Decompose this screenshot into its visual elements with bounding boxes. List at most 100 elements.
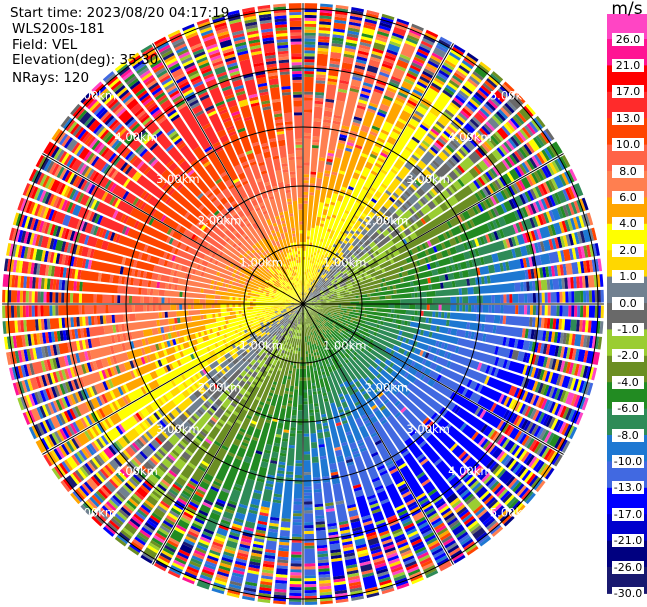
- gate: [25, 394, 33, 408]
- gate: [41, 374, 48, 387]
- gate: [345, 41, 357, 47]
- gate: [352, 483, 362, 489]
- gate: [239, 427, 246, 434]
- gate: [363, 272, 368, 277]
- gate: [497, 346, 511, 358]
- gate: [258, 352, 267, 362]
- gate: [347, 506, 357, 512]
- gate: [317, 272, 321, 276]
- gate: [347, 464, 361, 487]
- gate: [364, 18, 378, 25]
- gate: [389, 560, 402, 568]
- gate: [304, 586, 317, 591]
- gate: [426, 304, 430, 310]
- gate: [403, 452, 424, 477]
- gate: [314, 406, 320, 410]
- gate: [95, 359, 104, 370]
- gate: [361, 307, 365, 311]
- gate: [293, 338, 298, 351]
- gate: [195, 335, 225, 351]
- gate: [334, 13, 348, 19]
- gate: [290, 569, 302, 573]
- gate: [285, 348, 289, 352]
- gate: [325, 322, 333, 330]
- gate: [333, 293, 338, 296]
- gate: [416, 260, 421, 267]
- gate: [224, 508, 235, 515]
- gate: [42, 389, 50, 401]
- gate: [331, 40, 344, 45]
- gate: [112, 387, 122, 399]
- gate: [406, 373, 417, 384]
- gate: [386, 552, 398, 559]
- gate: [353, 453, 361, 459]
- gate: [355, 130, 368, 147]
- gate: [273, 591, 287, 596]
- gate: [435, 260, 440, 268]
- gate: [165, 364, 172, 372]
- gate: [387, 555, 399, 562]
- gate: [526, 158, 535, 171]
- gate: [285, 332, 289, 336]
- gate: [183, 538, 195, 546]
- gate: [523, 143, 533, 155]
- gate: [112, 441, 122, 452]
- gate: [492, 431, 501, 442]
- gate: [232, 523, 243, 529]
- gate: [346, 414, 363, 442]
- gate: [278, 541, 290, 546]
- gate: [553, 175, 564, 189]
- gate: [327, 204, 335, 217]
- gate: [425, 29, 439, 38]
- gate: [311, 328, 316, 338]
- gate: [265, 540, 277, 551]
- gate: [415, 436, 425, 446]
- gate: [253, 489, 263, 495]
- gate: [430, 275, 440, 284]
- gate: [329, 255, 334, 260]
- gate: [597, 336, 603, 350]
- gate: [303, 256, 306, 260]
- gate: [435, 311, 439, 318]
- gate: [351, 263, 356, 268]
- gate: [567, 409, 576, 422]
- gate: [406, 382, 444, 413]
- gate: [341, 68, 352, 73]
- gate: [316, 277, 324, 286]
- gate: [298, 324, 301, 334]
- gate: [192, 520, 204, 528]
- gate: [494, 161, 508, 175]
- gate: [303, 398, 308, 402]
- gate: [293, 510, 302, 514]
- gate: [462, 144, 472, 154]
- gate: [330, 333, 339, 342]
- gate: [237, 392, 244, 398]
- gate: [315, 524, 326, 528]
- gate: [514, 113, 525, 125]
- gate: [379, 394, 388, 403]
- gate: [559, 235, 566, 248]
- gate: [323, 338, 340, 363]
- gate: [399, 53, 411, 61]
- gate: [157, 397, 165, 406]
- gate: [397, 91, 408, 99]
- gate: [354, 169, 362, 175]
- gate: [562, 391, 570, 404]
- gate: [413, 56, 425, 65]
- gate: [318, 157, 326, 162]
- gate: [558, 174, 567, 187]
- gate: [357, 247, 362, 253]
- gate: [428, 284, 433, 291]
- gate: [241, 357, 247, 363]
- gate: [514, 166, 523, 178]
- gate: [288, 323, 292, 327]
- gate: [356, 439, 364, 445]
- gate: [485, 139, 495, 149]
- gate: [208, 407, 216, 414]
- gate: [314, 304, 321, 306]
- gate: [358, 345, 363, 351]
- gate: [252, 492, 262, 500]
- gate: [474, 406, 482, 416]
- gate: [575, 276, 580, 289]
- gate: [303, 183, 309, 193]
